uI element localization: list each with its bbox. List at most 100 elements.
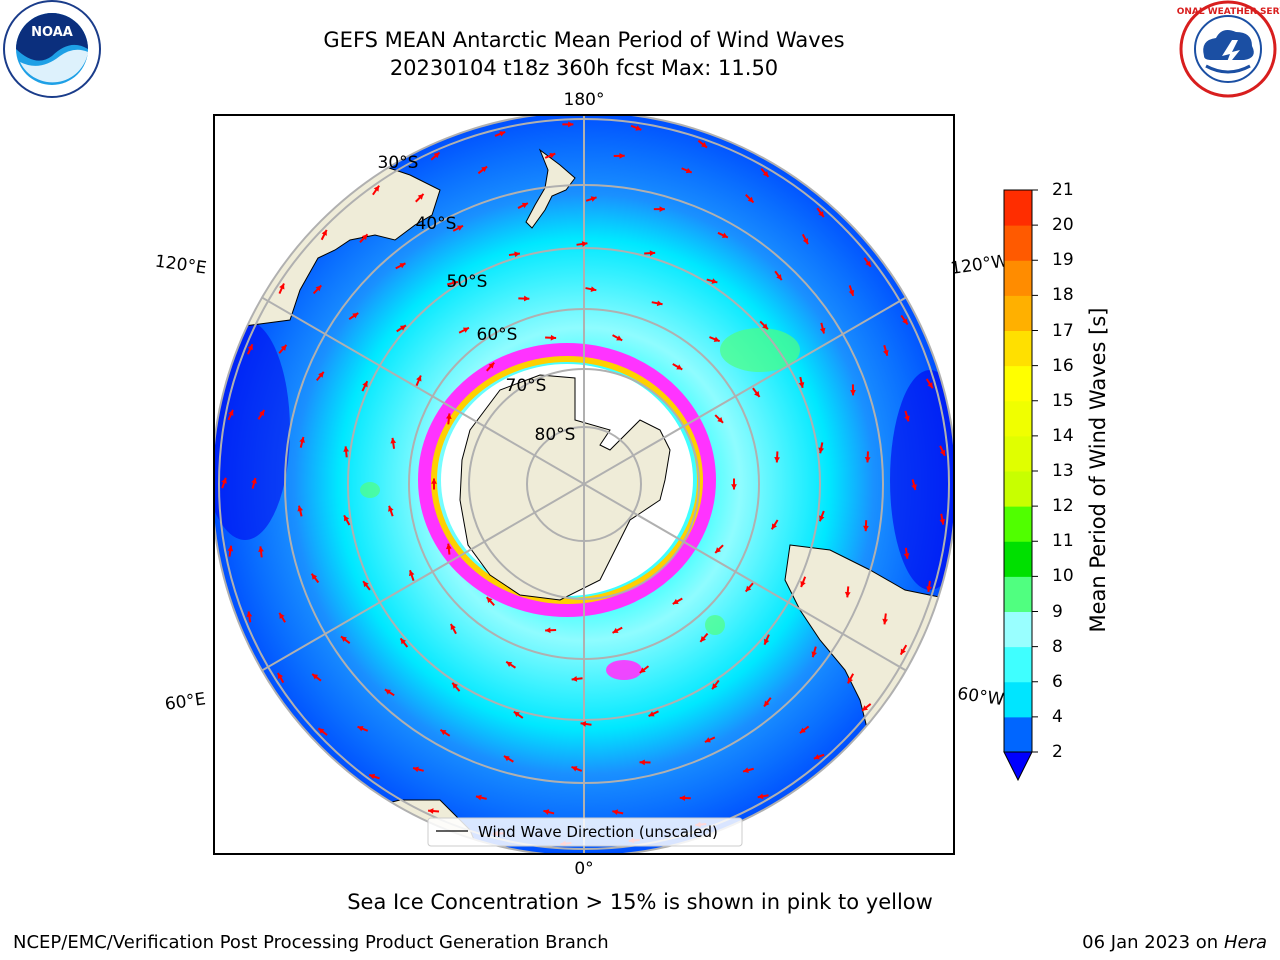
wind-wave-arrowhead xyxy=(318,371,324,378)
wind-wave-arrowhead xyxy=(363,581,369,588)
wind-wave-arrowhead xyxy=(251,477,257,484)
wind-wave-arrowhead xyxy=(315,285,322,292)
colorbar-band xyxy=(1004,576,1032,612)
wind-wave-arrowhead xyxy=(619,153,625,159)
colorbar-band xyxy=(1004,471,1032,507)
colorbar-tick-label: 16 xyxy=(1052,355,1074,376)
sea-ice-edge xyxy=(418,343,716,617)
wind-wave-arrowhead xyxy=(571,766,578,772)
wind-wave-arrowhead xyxy=(246,611,253,618)
colorbar-band xyxy=(1004,365,1032,402)
antarctica-land xyxy=(459,374,671,601)
colorbar xyxy=(1003,189,1038,782)
chart-title: GEFS MEAN Antarctic Mean Period of Wind … xyxy=(323,28,845,52)
wind-wave-arrowhead xyxy=(503,756,510,762)
wind-wave-arrowhead xyxy=(590,196,597,202)
wind-wave-arrowhead xyxy=(848,289,855,296)
colorbar-tick-label: 9 xyxy=(1052,601,1063,622)
wave-period-patch xyxy=(890,370,954,590)
wind-wave-arrowhead xyxy=(762,323,768,330)
wind-wave-arrowhead xyxy=(659,206,665,213)
wind-wave-arrowhead xyxy=(388,505,394,512)
wind-wave-arrowhead xyxy=(521,202,528,209)
wind-wave-arrowhead xyxy=(639,667,646,673)
map-legend: Wind Wave Direction (unscaled) xyxy=(427,817,743,847)
wind-wave-arrowhead xyxy=(904,415,910,422)
wind-wave-arrowhead xyxy=(408,570,415,577)
wind-wave-arrowhead xyxy=(514,251,520,258)
wind-wave-arrowhead xyxy=(413,766,419,773)
wind-wave-arrowhead xyxy=(362,381,368,388)
wind-wave-arrowhead xyxy=(754,391,760,397)
wind-wave-arrowhead xyxy=(713,336,720,342)
chart-subtitle: 20230104 t18z 360h fcst Max: 11.50 xyxy=(389,56,779,80)
wind-wave-arrowhead xyxy=(258,546,264,553)
wind-wave-arrowhead xyxy=(883,349,889,356)
wind-wave-arrowhead xyxy=(747,196,754,203)
wind-wave-arrowhead xyxy=(352,313,359,319)
wind-wave-arrowhead xyxy=(344,515,350,522)
wind-wave-arrowhead xyxy=(701,142,707,148)
wind-wave-arrowhead xyxy=(939,449,946,456)
lat-label: 80°S xyxy=(535,425,576,445)
wind-wave-arrowhead xyxy=(656,300,663,307)
colorbar-tick-label: 6 xyxy=(1052,671,1063,692)
wind-wave-arrowhead xyxy=(819,515,825,522)
credit-date: 06 Jan 2023 on Hera xyxy=(1082,932,1267,953)
wind-wave-arrowhead xyxy=(399,325,406,331)
wind-wave-arrowhead xyxy=(280,344,287,351)
wave-period-patch xyxy=(360,482,380,498)
colorbar-band xyxy=(1004,295,1032,331)
wind-wave-arrowhead xyxy=(900,648,906,655)
colorbar-band xyxy=(1004,611,1032,648)
colorbar-band xyxy=(1004,646,1032,683)
wind-wave-arrowhead xyxy=(882,618,888,625)
wind-wave-arrowhead xyxy=(488,362,495,369)
lon-label-60w: 60°W xyxy=(956,684,1005,710)
credit-branch: NCEP/EMC/Verification Post Processing Pr… xyxy=(13,932,609,953)
wind-wave-arrowhead xyxy=(685,167,692,174)
wind-wave-arrowhead xyxy=(764,700,770,707)
wind-wave-arrowhead xyxy=(549,152,556,159)
wind-wave-arrowhead xyxy=(279,612,285,619)
colorbar-tick-label: 20 xyxy=(1052,215,1074,236)
wind-wave-arrowhead xyxy=(580,721,587,727)
wind-wave-arrowhead xyxy=(369,773,376,780)
wind-wave-arrowhead xyxy=(312,674,319,680)
colorbar-tick-label: 12 xyxy=(1052,496,1074,517)
wind-wave-arrowhead xyxy=(523,295,530,302)
wind-wave-arrowhead xyxy=(433,152,440,159)
wind-wave-arrowhead xyxy=(903,553,910,559)
wind-wave-arrowhead xyxy=(811,651,817,658)
wind-wave-arrowhead xyxy=(499,131,506,137)
wind-wave-arrowhead xyxy=(862,705,868,711)
graticule xyxy=(214,115,954,854)
wind-wave-arrowhead xyxy=(277,672,283,679)
wind-wave-arrowhead xyxy=(452,280,458,286)
colorbar-band xyxy=(1004,225,1032,261)
wind-wave-arrowhead xyxy=(506,661,513,668)
colorbar-tick-label: 18 xyxy=(1052,285,1074,306)
lat-label: 50°S xyxy=(447,272,488,292)
lon-label-120e: 120°E xyxy=(154,252,208,279)
wind-wave-arrowhead xyxy=(757,793,764,800)
wind-wave-arrowhead xyxy=(343,446,350,452)
wind-wave-arrowhead xyxy=(545,627,551,634)
wind-wave-arrowhead xyxy=(417,193,424,200)
credit-host: Hera xyxy=(1223,932,1267,953)
wind-wave-arrowhead xyxy=(745,585,752,592)
wave-period-patch xyxy=(705,615,725,635)
wind-wave-arrowhead xyxy=(440,729,447,736)
colorbar-band xyxy=(1004,400,1032,437)
wind-wave-arrowhead xyxy=(700,636,706,642)
wind-wave-arrowhead xyxy=(400,638,407,645)
lon-label-60e: 60°E xyxy=(164,689,207,714)
wind-wave-arrowhead xyxy=(844,591,851,598)
wind-wave-arrowhead xyxy=(802,238,809,245)
wind-wave-arrowhead xyxy=(311,573,318,580)
lat-label: 60°S xyxy=(477,325,518,345)
svg-text:NOAA: NOAA xyxy=(31,25,73,40)
colorbar-band xyxy=(1004,260,1032,296)
wind-wave-arrowhead xyxy=(939,518,946,525)
wind-wave-arrowhead xyxy=(543,809,550,815)
